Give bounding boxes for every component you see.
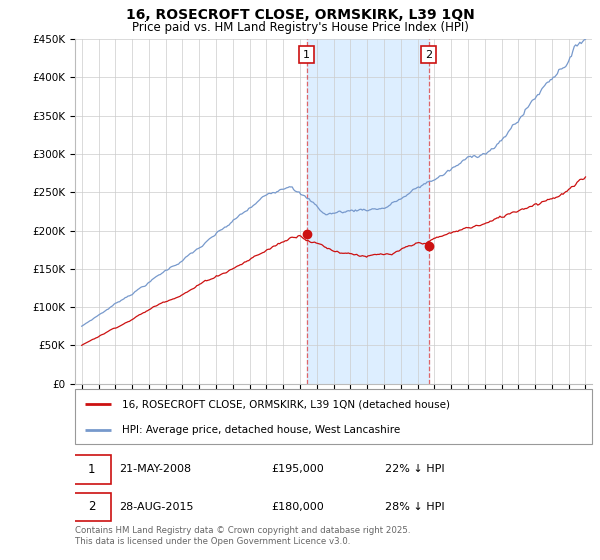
FancyBboxPatch shape <box>73 455 111 483</box>
Text: 21-MAY-2008: 21-MAY-2008 <box>119 464 191 474</box>
Text: 1: 1 <box>88 463 95 475</box>
Text: 2: 2 <box>88 501 95 514</box>
Text: 16, ROSECROFT CLOSE, ORMSKIRK, L39 1QN (detached house): 16, ROSECROFT CLOSE, ORMSKIRK, L39 1QN (… <box>122 399 449 409</box>
FancyBboxPatch shape <box>75 389 592 444</box>
Text: 22% ↓ HPI: 22% ↓ HPI <box>385 464 445 474</box>
FancyBboxPatch shape <box>73 493 111 521</box>
Text: 28-AUG-2015: 28-AUG-2015 <box>119 502 193 512</box>
Bar <box>307 39 428 384</box>
Text: 1: 1 <box>303 49 310 59</box>
Text: Price paid vs. HM Land Registry's House Price Index (HPI): Price paid vs. HM Land Registry's House … <box>131 21 469 34</box>
Text: £180,000: £180,000 <box>272 502 324 512</box>
Text: 16, ROSECROFT CLOSE, ORMSKIRK, L39 1QN: 16, ROSECROFT CLOSE, ORMSKIRK, L39 1QN <box>125 8 475 22</box>
Text: £195,000: £195,000 <box>272 464 324 474</box>
Text: 2: 2 <box>425 49 432 59</box>
Text: Contains HM Land Registry data © Crown copyright and database right 2025.
This d: Contains HM Land Registry data © Crown c… <box>75 526 410 546</box>
Text: 28% ↓ HPI: 28% ↓ HPI <box>385 502 445 512</box>
Text: HPI: Average price, detached house, West Lancashire: HPI: Average price, detached house, West… <box>122 425 400 435</box>
